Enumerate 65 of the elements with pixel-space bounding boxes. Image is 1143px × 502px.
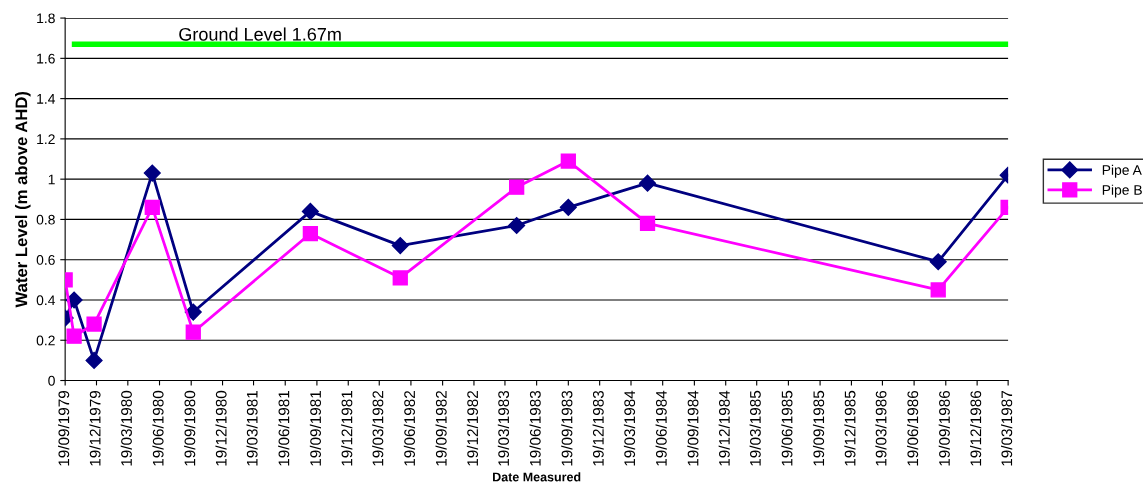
y-tick-label: 1.4 xyxy=(37,94,56,104)
x-tick-label: 19/06/1984 xyxy=(655,390,667,466)
point xyxy=(301,202,319,220)
x-tick-label: 19/09/1980 xyxy=(184,390,196,466)
point xyxy=(391,237,409,255)
y-axis-title: Water Level (m above AHD) xyxy=(15,91,31,308)
x-tick-label: 19/03/1982 xyxy=(372,391,384,466)
y-tick-label: 0 xyxy=(48,375,55,386)
x-tick-label: 19/03/1984 xyxy=(623,390,636,466)
point xyxy=(392,270,408,286)
point xyxy=(144,199,160,215)
y-tick-label: 1 xyxy=(48,174,55,185)
x-tick-label: 19/03/1980 xyxy=(120,390,132,466)
x-tick-label: 19/09/1979 xyxy=(58,390,70,466)
point xyxy=(508,216,526,235)
point xyxy=(639,215,656,232)
x-tick-label: 19/09/1985 xyxy=(812,390,825,466)
point xyxy=(559,198,577,216)
x-tick-label: 19/12/1980 xyxy=(215,390,227,466)
x-tick-label: 19/06/1986 xyxy=(906,390,919,466)
x-tick-label: 19/03/1981 xyxy=(246,390,258,466)
point xyxy=(66,328,82,344)
point xyxy=(638,174,657,192)
x-tick-label: 19/12/1979 xyxy=(89,390,101,466)
point xyxy=(509,179,525,195)
x-tick-label: 19/06/1981 xyxy=(278,390,290,466)
x-tick-label: 19/12/1983 xyxy=(592,390,604,466)
x-tick-label: 19/09/1982 xyxy=(435,391,447,466)
x-tick-label: 19/06/1980 xyxy=(152,390,164,466)
x-tick-label: 19/03/1983 xyxy=(497,390,510,466)
x-tick-label: 19/03/1986 xyxy=(875,390,887,466)
point xyxy=(143,164,161,182)
y-tick-label: 0.2 xyxy=(36,335,55,346)
y-tick-label: 1.8 xyxy=(37,13,55,24)
point xyxy=(185,324,201,340)
point xyxy=(86,316,102,332)
point xyxy=(302,225,319,242)
y-tick-label: 0.6 xyxy=(36,255,55,265)
point xyxy=(184,303,202,321)
legend-label: Pipe A xyxy=(1102,164,1142,178)
x-tick-label: 19/12/1981 xyxy=(341,390,353,466)
x-tick-label: 19/03/1985 xyxy=(749,390,761,466)
x-tick-label: 19/06/1983 xyxy=(529,390,541,466)
x-axis-title: Date Measured xyxy=(493,472,581,482)
x-tick-label: 19/12/1985 xyxy=(844,390,856,466)
point xyxy=(560,153,576,169)
x-tick-label: 19/12/1984 xyxy=(718,390,730,466)
x-tick-label: 19/06/1982 xyxy=(403,391,416,466)
x-tick-label: 19/06/1985 xyxy=(781,390,793,466)
x-tick-label: 19/12/1982 xyxy=(466,391,479,466)
x-tick-label: 19/09/1984 xyxy=(687,390,699,466)
y-tick-label: 0.4 xyxy=(36,295,56,306)
point xyxy=(930,282,946,298)
y-tick-label: 0.8 xyxy=(36,214,55,225)
x-tick-label: 19/03/1987 xyxy=(1001,391,1013,466)
legend-label: Pipe B xyxy=(1102,184,1142,198)
x-tick-label: 19/09/1983 xyxy=(561,390,573,466)
x-tick-label: 19/09/1986 xyxy=(938,390,950,466)
y-tick-label: 1.6 xyxy=(37,53,55,64)
point xyxy=(929,253,947,271)
y-tick-label: 1.2 xyxy=(37,134,55,144)
x-tick-label: 19/12/1986 xyxy=(970,390,982,466)
ref-line-label: Ground Level 1.67m xyxy=(179,27,341,41)
point xyxy=(85,351,103,369)
x-tick-label: 19/09/1981 xyxy=(309,390,322,466)
